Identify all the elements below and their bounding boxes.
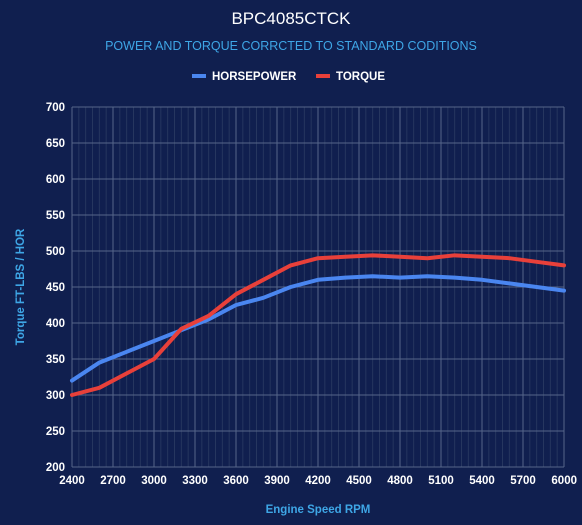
x-tick-label: 3000 [141, 475, 167, 487]
x-tick-label: 2400 [59, 475, 85, 487]
y-tick-label: 650 [46, 138, 65, 150]
x-tick-label: 5400 [469, 475, 495, 487]
x-tick-label: 4800 [387, 475, 413, 487]
y-tick-label: 400 [46, 318, 65, 330]
legend-item-horsepower[interactable]: HORSEPOWER [192, 71, 297, 83]
x-tick-label: 6000 [551, 475, 577, 487]
y-axis-label: Torque FT-LBS / HOR [15, 228, 27, 345]
x-tick-label: 3300 [182, 475, 208, 487]
y-tick-label: 600 [46, 174, 65, 186]
x-axis-ticks: 2400 2700 3000 3300 3600 3900 4200 4500 4800 5100… [59, 475, 577, 487]
legend-label-torque: TORQUE [336, 71, 385, 83]
legend-label-horsepower: HORSEPOWER [212, 71, 297, 83]
x-tick-label: 3600 [223, 475, 249, 487]
x-tick-label: 3900 [264, 475, 290, 487]
y-tick-label: 500 [46, 246, 65, 258]
chart-subtitle: POWER AND TORQUE CORRCTED TO STANDARD CO… [105, 39, 477, 53]
y-tick-label: 250 [46, 426, 65, 438]
legend: HORSEPOWER TORQUE [192, 71, 385, 83]
y-tick-label: 350 [46, 354, 65, 366]
y-tick-label: 450 [46, 282, 65, 294]
series-line-torque [70, 253, 566, 397]
y-tick-label: 550 [46, 210, 65, 222]
series-lines [70, 253, 566, 397]
x-tick-label: 4500 [346, 475, 372, 487]
y-tick-label: 300 [46, 390, 65, 402]
x-tick-label: 4200 [305, 475, 331, 487]
major-grid [71, 106, 565, 468]
y-tick-label: 700 [46, 102, 65, 114]
x-tick-label: 5700 [510, 475, 536, 487]
legend-item-torque[interactable]: TORQUE [316, 71, 385, 83]
y-tick-label: 200 [46, 462, 65, 474]
y-axis-ticks: 200 250 300 350 400 450 500 550 600 650 700 [46, 102, 65, 474]
series-line-horsepower [70, 274, 566, 383]
x-axis-label: Engine Speed RPM [266, 504, 371, 516]
x-tick-label: 2700 [100, 475, 126, 487]
x-tick-label: 5100 [428, 475, 454, 487]
chart-title: BPC4085CTCK [231, 9, 351, 28]
